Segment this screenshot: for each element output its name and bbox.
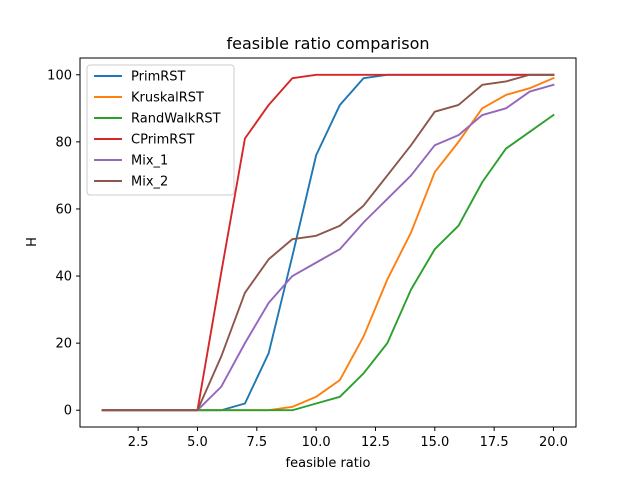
x-tick-label: 17.5 [480, 435, 509, 450]
y-tick-label: 60 [55, 202, 72, 217]
y-tick-label: 80 [55, 135, 72, 150]
legend-label-2: KruskalRST [131, 91, 204, 106]
y-tick-label: 40 [55, 270, 72, 285]
legend: PrimRST KruskalRST RandWalkRST CPrimRST Mix_… [86, 64, 235, 196]
y-axis-label: H [25, 237, 40, 247]
legend-label-6: Mix_2 [131, 175, 168, 190]
x-tick-label: 7.5 [246, 435, 267, 450]
x-tick-label: 12.5 [361, 435, 390, 450]
series-layer [101, 73, 555, 412]
chart-title: feasible ratio comparison [227, 34, 430, 53]
series-line-6 [101, 73, 555, 412]
y-tick-label: 20 [55, 337, 72, 352]
axes-layer: 2.5 5.0 7.5 10.0 12.5 15.0 17.5 20.0 0 20 40 60 80 10… [47, 57, 577, 450]
legend-label-4: CPrimRST [131, 133, 195, 148]
legend-box [86, 64, 235, 196]
x-tick-label: 20.0 [539, 435, 568, 450]
x-tick-label: 15.0 [420, 435, 449, 450]
x-tick-label: 10.0 [302, 435, 331, 450]
x-axis-label: feasible ratio [286, 456, 371, 471]
legend-label-5: Mix_1 [131, 154, 168, 169]
legend-label-1: PrimRST [131, 70, 186, 85]
x-tick-label: 5.0 [187, 435, 208, 450]
x-tick-label: 2.5 [128, 435, 149, 450]
y-tick-label: 100 [47, 68, 72, 83]
y-tick-label: 0 [64, 404, 72, 419]
legend-label-3: RandWalkRST [131, 112, 221, 127]
axes-frame [79, 57, 577, 428]
